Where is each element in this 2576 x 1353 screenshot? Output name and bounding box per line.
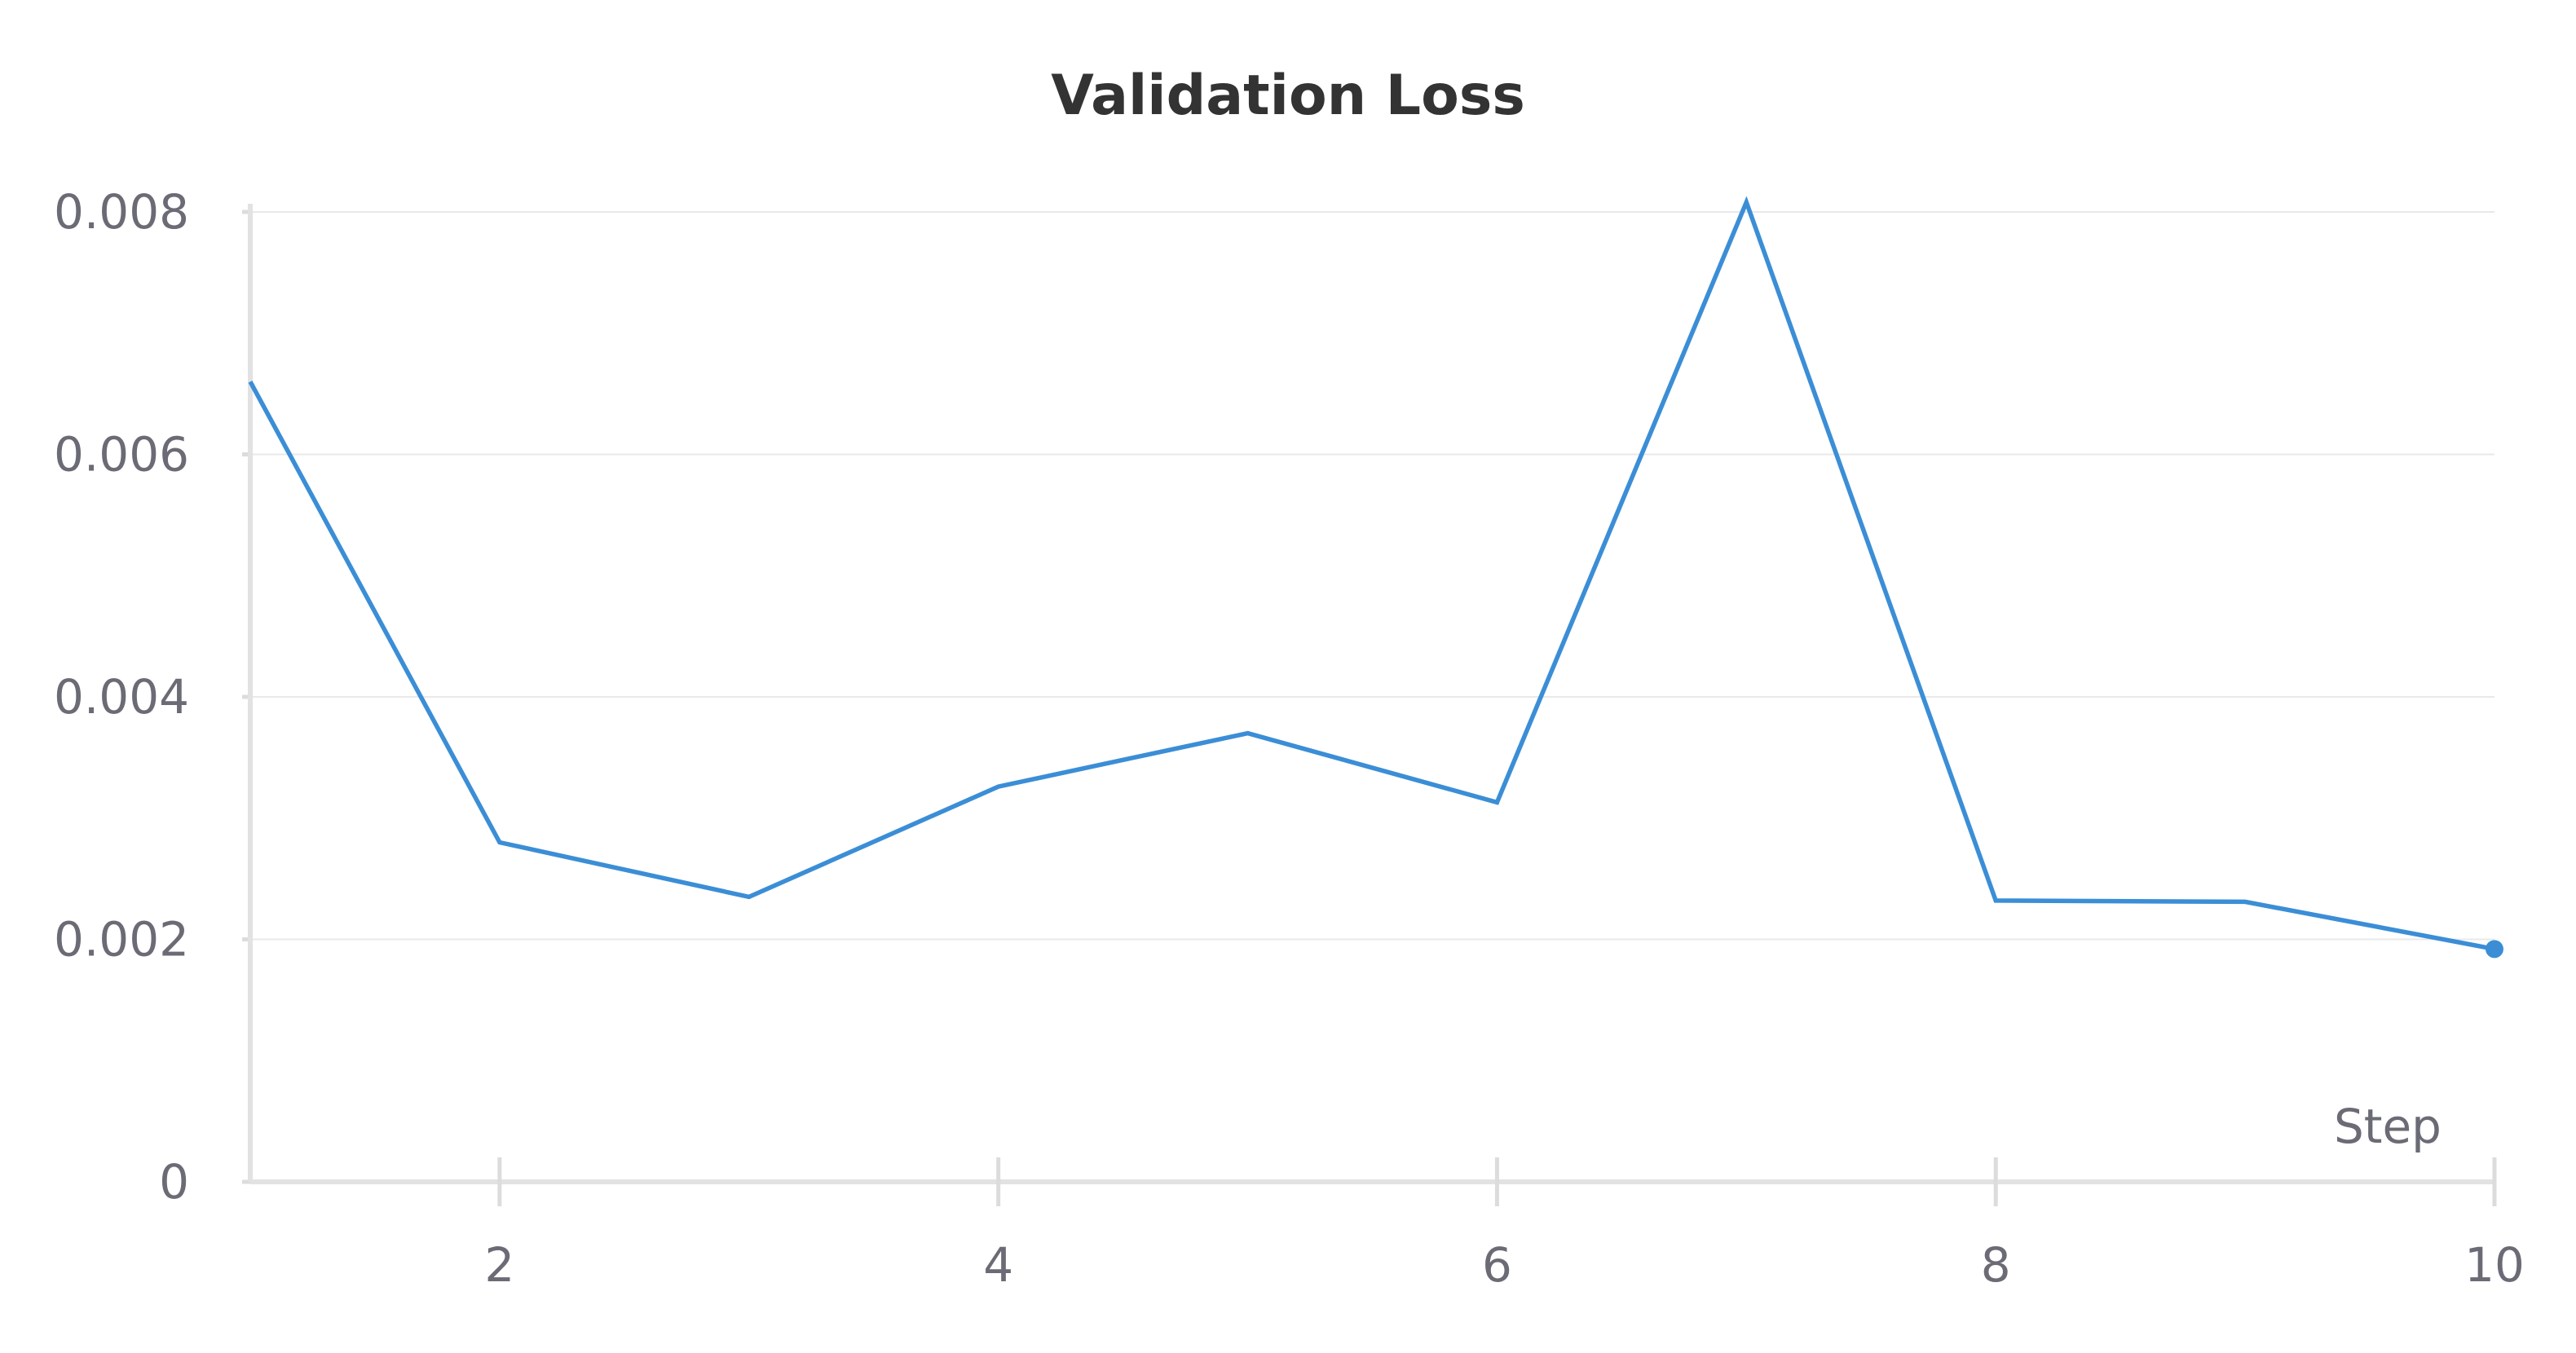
x-tick-label: 10	[2464, 1237, 2525, 1293]
axes	[242, 204, 2497, 1206]
x-tick-label: 2	[484, 1237, 514, 1293]
x-tick-label: 4	[983, 1237, 1013, 1293]
chart-title: Validation Loss	[1051, 64, 1525, 128]
x-tick-label: 8	[1981, 1237, 2011, 1293]
y-tick-label: 0.006	[54, 427, 189, 483]
x-axis-label: Step	[2334, 1099, 2441, 1154]
x-tick-label: 6	[1482, 1237, 1512, 1293]
y-tick-label: 0	[159, 1154, 189, 1210]
y-tick-label: 0.008	[54, 184, 189, 240]
tick-labels: 0 0.002 0.004 0.006 0.008 2 4 6 8 10	[54, 184, 2525, 1293]
data-point	[2486, 940, 2503, 959]
series-line	[248, 196, 2495, 952]
y-tick-label: 0.002	[54, 912, 189, 967]
gridlines	[250, 211, 2494, 941]
y-tick-label: 0.004	[54, 669, 189, 725]
series-layer	[248, 196, 2503, 959]
